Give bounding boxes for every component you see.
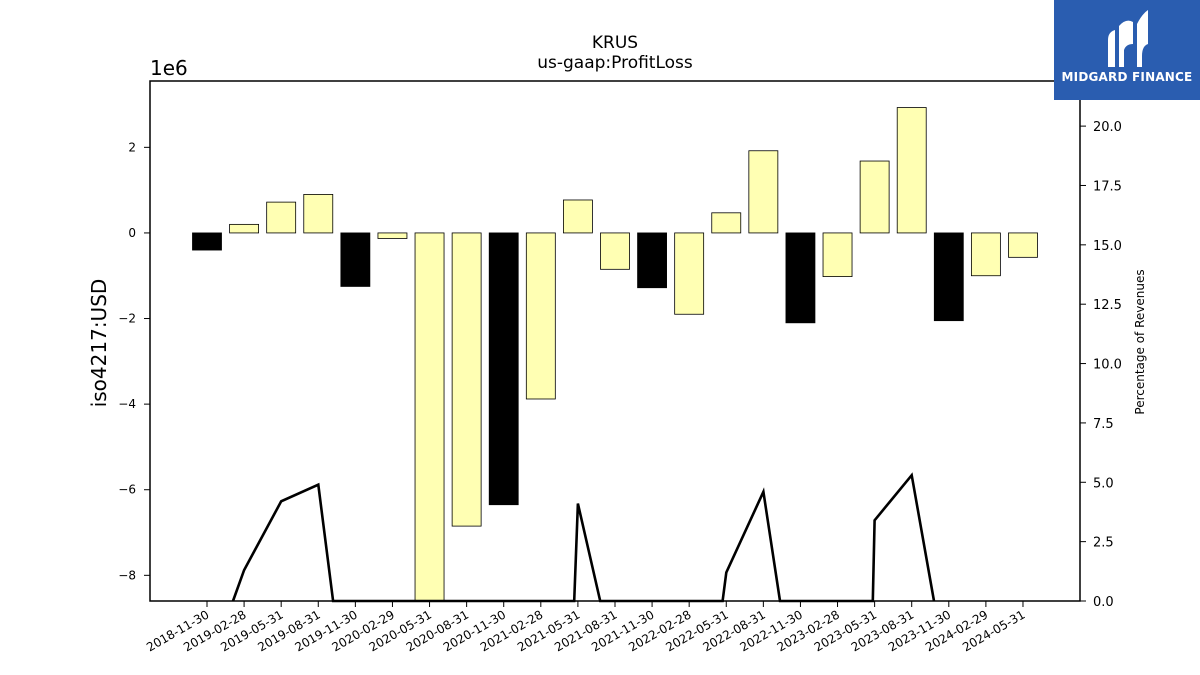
bar-2019-11-30 bbox=[340, 232, 371, 287]
y2-tick-label: 12.5 bbox=[1093, 298, 1122, 313]
y-tick-label: −4 bbox=[118, 397, 136, 411]
revenue-pct-line bbox=[231, 472, 936, 603]
logo-text: MIDGARD FINANCE bbox=[1061, 70, 1193, 84]
bar-2023-05-31 bbox=[859, 160, 890, 234]
bars-group bbox=[192, 107, 1038, 602]
y-tick-label: −8 bbox=[118, 568, 136, 582]
bar-2022-05-31 bbox=[711, 212, 742, 234]
bar-2020-05-31 bbox=[414, 232, 445, 602]
y-tick-label: −2 bbox=[118, 312, 136, 326]
bar-2021-08-31 bbox=[600, 232, 630, 270]
y-offset-label: 1e6 bbox=[150, 56, 188, 80]
bar-2022-08-31 bbox=[748, 150, 779, 234]
y2-tick-label: 10.0 bbox=[1093, 358, 1122, 373]
y2-tick-label: 2.5 bbox=[1093, 536, 1114, 551]
y-tick-label: 0 bbox=[128, 226, 136, 240]
revenue-pct-line-group bbox=[231, 472, 936, 603]
bar-2023-11-30 bbox=[933, 232, 964, 322]
bar-2019-02-28 bbox=[229, 223, 259, 234]
plot-frame bbox=[149, 80, 1081, 602]
bar-2024-02-29 bbox=[970, 232, 1001, 277]
bar-2018-11-30 bbox=[192, 232, 222, 251]
bar-2021-05-31 bbox=[563, 199, 593, 234]
y2-tick-label: 0.0 bbox=[1093, 595, 1114, 610]
bar-2021-11-30 bbox=[637, 232, 667, 289]
axes-group: −8−6−4−2020.02.55.07.510.012.515.017.520… bbox=[118, 80, 1122, 654]
bar-2019-05-31 bbox=[266, 201, 297, 234]
midgard-logo-icon bbox=[1108, 10, 1148, 68]
y2-tick-label: 15.0 bbox=[1093, 239, 1122, 254]
bar-2022-02-28 bbox=[674, 232, 705, 315]
bar-2020-02-29 bbox=[377, 232, 408, 239]
y-tick-label: 2 bbox=[128, 140, 136, 154]
bar-2023-08-31 bbox=[896, 107, 927, 234]
bar-2020-08-31 bbox=[451, 232, 482, 527]
y2-tick-label: 5.0 bbox=[1093, 476, 1114, 491]
y2-tick-label: 20.0 bbox=[1093, 120, 1122, 135]
y-tick-label: −6 bbox=[118, 483, 136, 497]
midgard-finance-logo: MIDGARD FINANCE bbox=[1054, 0, 1200, 100]
y2-tick-label: 17.5 bbox=[1093, 179, 1122, 194]
bar-2024-05-31 bbox=[1008, 232, 1038, 258]
y2-axis-label: Percentage of Revenues bbox=[1133, 269, 1147, 414]
y-axis-label: iso4217:USD bbox=[87, 279, 111, 408]
bar-2022-11-30 bbox=[785, 232, 816, 324]
bar-2020-11-30 bbox=[488, 232, 519, 506]
chart-subtitle: us-gaap:ProfitLoss bbox=[537, 53, 693, 73]
chart-title: KRUS bbox=[592, 33, 638, 53]
y2-tick-label: 7.5 bbox=[1093, 417, 1114, 432]
bar-2021-02-28 bbox=[525, 232, 556, 400]
bar-2023-02-28 bbox=[822, 232, 853, 277]
bar-2019-08-31 bbox=[303, 194, 334, 234]
